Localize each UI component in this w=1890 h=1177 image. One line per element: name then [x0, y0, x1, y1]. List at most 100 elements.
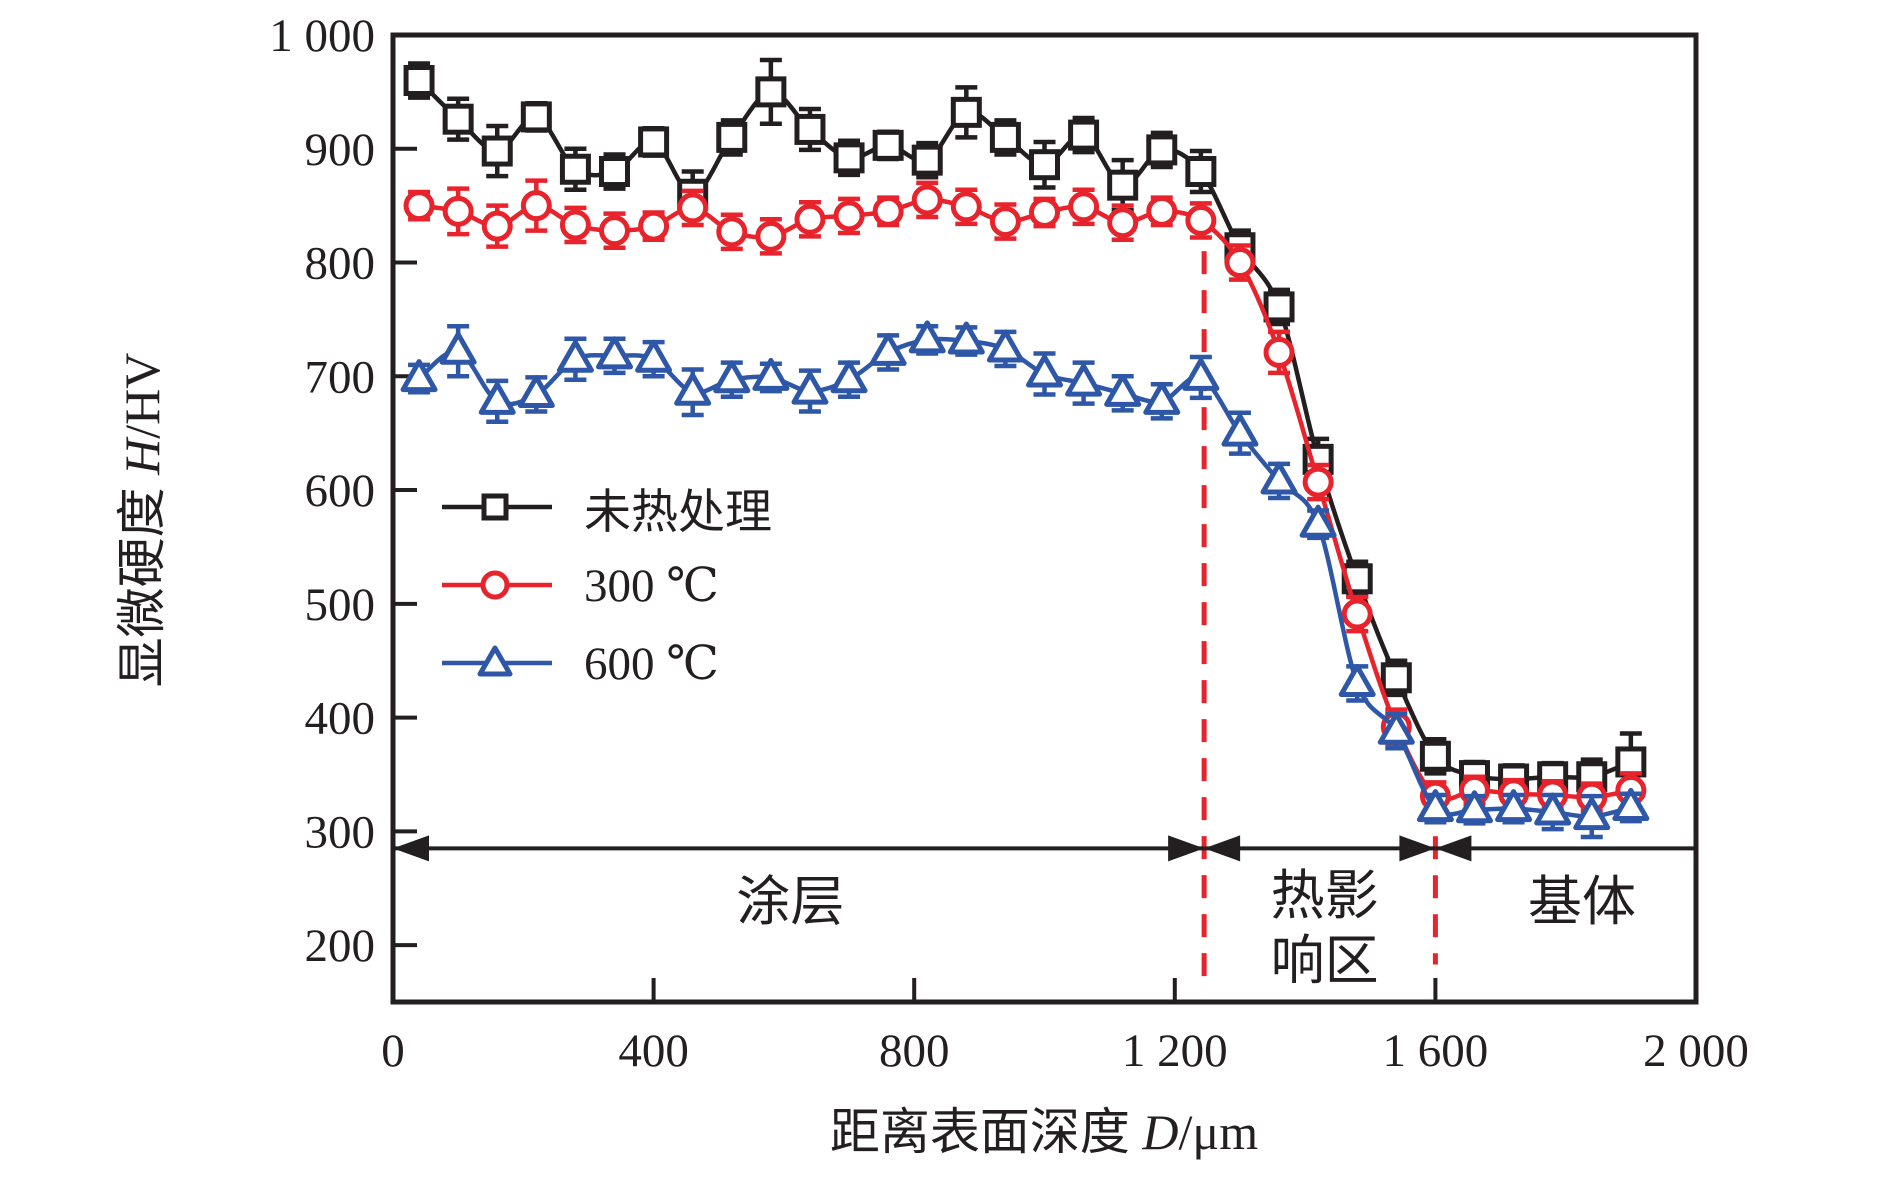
legend-item-600c: 600 ℃	[438, 624, 772, 702]
triangle-marker-icon	[752, 357, 790, 391]
triangle-marker-icon	[1221, 413, 1259, 447]
square-marker-icon	[1263, 291, 1295, 323]
square-marker-icon	[716, 121, 748, 153]
y-tick-label: 700	[305, 351, 376, 403]
triangle-marker-icon	[635, 339, 673, 373]
arrowhead-right-icon	[1168, 835, 1205, 862]
x-axis-variable: D	[1142, 1104, 1179, 1160]
square-marker-icon	[755, 76, 787, 108]
y-tick-label: 200	[305, 920, 376, 972]
y-axis-unit: /HV	[114, 352, 170, 439]
triangle-marker-icon	[986, 329, 1024, 363]
y-tick-label: 500	[305, 579, 376, 631]
circle-marker-icon	[1224, 247, 1256, 279]
legend-label-600c: 600 ℃	[584, 637, 719, 690]
legend-item-300c: 300 ℃	[438, 546, 772, 624]
triangle-marker-icon	[947, 321, 985, 355]
circle-marker-icon	[520, 190, 552, 222]
square-marker-icon	[481, 135, 513, 167]
x-tick-label: 2 000	[1643, 1025, 1749, 1077]
circle-marker-icon	[442, 195, 474, 227]
x-axis-unit: /μm	[1178, 1104, 1259, 1160]
legend-item-untreated: 未热处理	[438, 468, 772, 546]
region-label-heat-affected-zone: 热影	[1271, 866, 1379, 926]
circle-marker-icon	[1341, 598, 1373, 630]
square-marker-icon	[1185, 156, 1217, 188]
y-tick-label: 800	[305, 238, 376, 290]
circle-marker-icon	[794, 203, 826, 235]
circle-marker-icon	[989, 206, 1021, 238]
triangle-marker-icon	[830, 360, 868, 394]
square-marker-icon	[1615, 746, 1647, 778]
circle-marker-icon	[481, 210, 513, 242]
circle-marker-icon	[716, 216, 748, 248]
triangle-marker-icon	[1143, 381, 1181, 415]
x-tick-label: 800	[879, 1025, 950, 1077]
circle-marker-icon	[638, 210, 670, 242]
circle-marker-icon	[872, 195, 904, 227]
square-marker-icon	[1380, 662, 1412, 694]
x-tick-label: 0	[381, 1025, 405, 1077]
x-tick-label: 1 600	[1383, 1025, 1489, 1077]
arrowhead-left-icon	[1204, 835, 1241, 862]
circle-marker-icon	[1302, 466, 1334, 498]
plot-frame	[390, 32, 1699, 1005]
triangle-marker-icon	[908, 320, 946, 354]
circle-marker-icon	[1107, 207, 1139, 239]
region-label-coating: 涂层	[736, 872, 844, 932]
y-tick-label: 1 000	[269, 10, 375, 62]
circle-marker-icon	[1146, 195, 1178, 227]
x-axis-title-text: 距离表面深度	[829, 1104, 1143, 1160]
series-600c	[400, 320, 1650, 840]
triangle-marker-icon	[1182, 357, 1220, 391]
circle-marker-icon	[677, 192, 709, 224]
legend-marker-triangle-icon	[442, 645, 552, 677]
square-marker-icon	[794, 113, 826, 145]
region-label-heat-affected-zone: 响区	[1271, 931, 1379, 991]
y-axis-variable: H	[114, 438, 170, 475]
y-tick-label: 300	[305, 806, 376, 858]
circle-marker-icon	[911, 184, 943, 216]
square-marker-icon	[1419, 740, 1451, 772]
y-axis-ticks: 200 300 400 500 600 700 800 900 1 000	[269, 10, 417, 972]
square-marker-icon	[403, 65, 435, 97]
x-axis-title: 距离表面深度 D/μm	[830, 1092, 1258, 1164]
triangle-marker-icon	[1534, 792, 1572, 826]
square-marker-icon	[1068, 119, 1100, 151]
x-axis-ticks: 0 400 800 1 200 1 600 2 000	[381, 978, 1749, 1077]
circle-marker-icon	[1185, 204, 1217, 236]
triangle-marker-icon	[1495, 789, 1533, 823]
triangle-marker-icon	[1416, 789, 1454, 823]
y-tick-label: 400	[305, 693, 376, 745]
zone-span-arrows	[393, 835, 1696, 862]
triangle-marker-icon	[791, 371, 829, 405]
triangle-marker-icon	[1299, 504, 1337, 538]
circle-marker-icon	[755, 220, 787, 252]
square-marker-icon	[911, 144, 943, 176]
square-marker-icon	[1107, 169, 1139, 201]
circle-marker-icon	[833, 200, 865, 232]
triangle-marker-icon	[674, 372, 712, 406]
legend-marker-square-icon	[442, 493, 552, 521]
triangle-marker-icon	[556, 339, 594, 373]
circle-marker-icon	[1263, 336, 1295, 368]
circle-marker-icon	[1029, 196, 1060, 228]
legend-label-untreated: 未热处理	[584, 486, 772, 539]
triangle-marker-icon	[1260, 461, 1298, 495]
triangle-marker-icon	[1612, 787, 1650, 821]
y-axis-title: 显微硬度 H/HV	[102, 353, 174, 688]
square-marker-icon	[872, 129, 904, 161]
triangle-marker-icon	[869, 332, 907, 366]
triangle-marker-icon	[400, 359, 438, 393]
y-tick-label: 600	[305, 465, 376, 517]
square-marker-icon	[1146, 134, 1178, 166]
arrowhead-left-icon	[393, 835, 429, 862]
square-marker-icon	[599, 156, 631, 188]
square-marker-icon	[989, 121, 1021, 153]
triangle-marker-icon	[439, 331, 477, 365]
series-300c	[403, 178, 1647, 814]
circle-marker-icon	[403, 190, 435, 222]
